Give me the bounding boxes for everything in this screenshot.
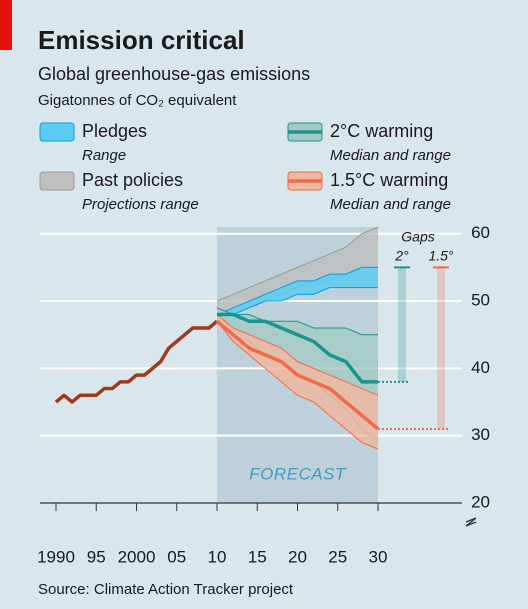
range-lower <box>217 287 378 316</box>
range-band <box>217 227 378 315</box>
range-lower <box>216 320 379 450</box>
legend-label: Past policies <box>82 170 183 190</box>
x-tick-label: 2000 <box>118 547 156 566</box>
axis-break <box>465 517 477 527</box>
legend-description: Median and range <box>330 196 451 213</box>
x-tick-label: 05 <box>167 547 186 566</box>
x-tick-label: 10 <box>208 547 227 566</box>
gap-bar <box>437 267 445 429</box>
gaps-title: Gaps <box>401 229 434 245</box>
range-band <box>217 267 378 315</box>
legend-description: Median and range <box>330 147 451 164</box>
y-tick-label: 40 <box>471 358 490 377</box>
chart-title: Emission critical <box>38 25 245 55</box>
legend-swatch <box>39 122 75 142</box>
range-upper <box>216 314 379 396</box>
x-tick-label: 30 <box>369 547 388 566</box>
legend-label: 2°C warming <box>330 121 433 141</box>
chart-subtitle: Global greenhouse-gas emissions <box>38 64 310 84</box>
y-tick-label: 50 <box>471 291 490 310</box>
forecast-label: FORECAST <box>249 464 347 483</box>
y-axis-label: Gigatonnes of CO₂ equivalent <box>38 92 237 109</box>
legend-description: Projections range <box>82 196 199 213</box>
line <box>54 319 219 404</box>
range-upper <box>216 307 378 336</box>
legend-label: 1.5°C warming <box>330 170 448 190</box>
legend-label: Pledges <box>82 121 147 141</box>
x-tick-label: 1990 <box>37 547 75 566</box>
y-tick-label: 30 <box>471 425 490 444</box>
x-tick-label: 95 <box>87 547 106 566</box>
line <box>215 319 380 431</box>
range-upper <box>216 266 378 315</box>
red-tag <box>0 0 12 50</box>
y-tick-label: 20 <box>471 492 490 511</box>
gap-label: 2° <box>394 248 409 264</box>
legend-description: Range <box>82 147 126 164</box>
y-tick-label: 60 <box>471 223 490 242</box>
line <box>217 312 378 384</box>
legend-swatch <box>39 171 75 191</box>
x-tick-label: 25 <box>328 547 347 566</box>
x-tick-label: 15 <box>248 547 267 566</box>
source: Source: Climate Action Tracker project <box>38 581 294 598</box>
gap-label: 1.5° <box>428 248 453 264</box>
range-band <box>217 314 378 450</box>
x-tick-label: 20 <box>288 547 307 566</box>
range-upper <box>216 226 379 302</box>
gap-bar <box>398 267 406 382</box>
